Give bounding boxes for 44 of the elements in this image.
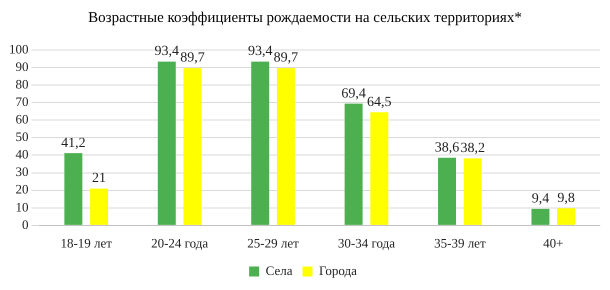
data-label: 93,4 xyxy=(154,44,180,60)
bar xyxy=(464,158,482,225)
bar xyxy=(276,68,295,225)
y-tick-label: 50 xyxy=(16,129,28,144)
x-tick-label: 30-34 года xyxy=(338,236,396,251)
x-tick-label: 20-24 года xyxy=(151,236,208,251)
data-label: 38,2 xyxy=(460,141,485,156)
data-label: 89,7 xyxy=(180,50,205,66)
y-tick-label: 60 xyxy=(16,112,28,127)
bar xyxy=(438,158,456,225)
bar xyxy=(90,188,108,225)
data-label: 21 xyxy=(92,171,106,186)
data-label: 38,6 xyxy=(434,140,460,156)
legend-label: Города xyxy=(318,262,358,278)
y-tick-label: 30 xyxy=(16,164,28,180)
data-label: 69,4 xyxy=(341,86,366,102)
bar xyxy=(557,208,576,225)
x-tick-label: 18-19 лет xyxy=(60,236,112,251)
x-tick-label: 40+ xyxy=(543,236,564,251)
data-label: 89,7 xyxy=(274,50,298,66)
chart-title: Возрастные коэффициенты рождаемости на сельских территориях* xyxy=(87,10,523,28)
data-label: 64,5 xyxy=(367,94,392,110)
y-tick-label: 40 xyxy=(16,146,28,162)
y-tick-label: 80 xyxy=(16,76,28,92)
bar xyxy=(344,104,363,225)
bar xyxy=(531,208,550,225)
bar xyxy=(370,112,388,225)
y-tick-label: 100 xyxy=(9,41,28,56)
x-tick-label: 35-39 лет xyxy=(434,236,486,251)
data-label: 41,2 xyxy=(61,136,86,151)
y-tick-label: 70 xyxy=(16,94,28,110)
legend-label: Села xyxy=(266,262,293,278)
data-label: 9,8 xyxy=(557,190,575,206)
y-tick-label: 20 xyxy=(16,182,28,197)
y-tick-label: 0 xyxy=(22,216,28,232)
x-tick-label: 25-29 лет xyxy=(247,236,300,251)
data-label: 9,4 xyxy=(532,192,550,207)
data-label: 93,4 xyxy=(248,44,272,60)
bar xyxy=(64,153,82,225)
y-tick-label: 10 xyxy=(16,199,28,214)
y-tick-label: 90 xyxy=(16,58,28,74)
bar xyxy=(183,68,202,225)
bar xyxy=(158,62,176,225)
bar xyxy=(251,62,270,225)
